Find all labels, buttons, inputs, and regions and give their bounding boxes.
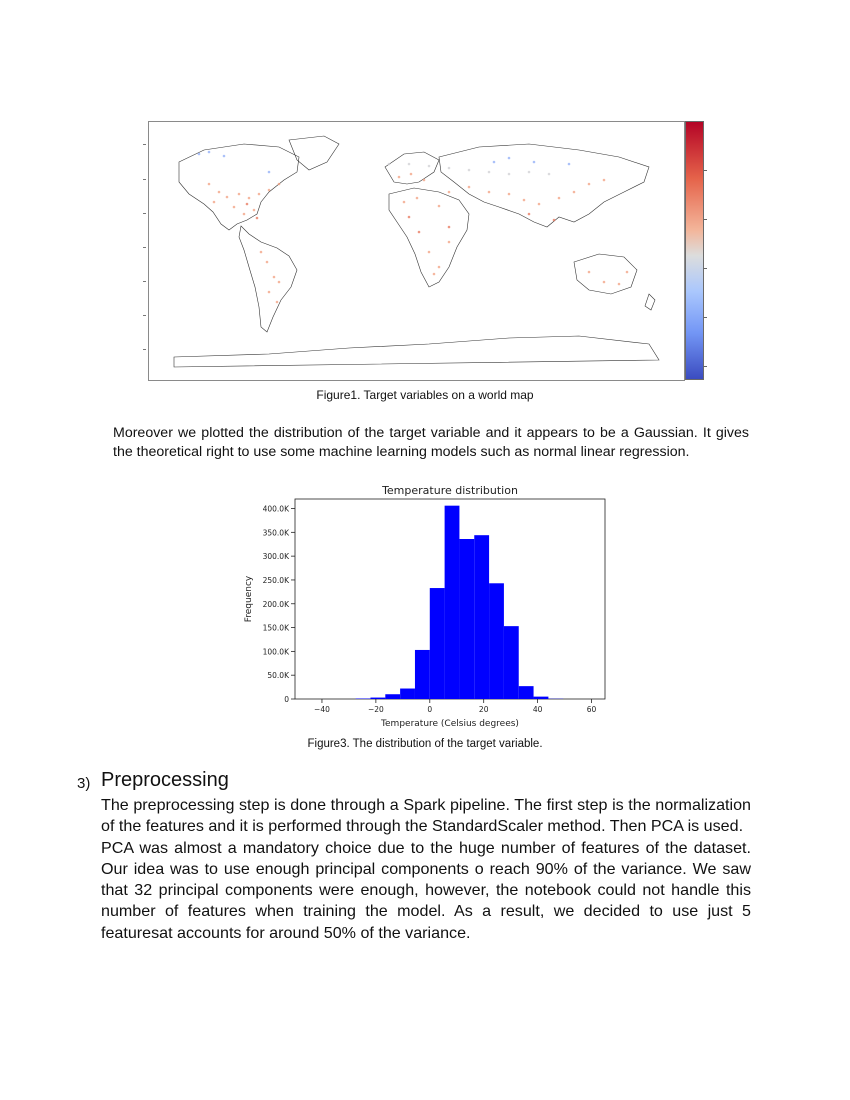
map-y-tick [143,144,146,145]
x-tick-label: 60 [587,705,597,714]
continent-antarctica [173,335,660,368]
x-axis-ticks: −40 −20 0 20 40 60 [314,699,597,714]
x-tick-label: 0 [427,705,432,714]
colorbar-tick [703,268,707,269]
continent-north-america [178,143,300,231]
y-tick-label: 300.0K [263,552,290,561]
y-tick-label: 100.0K [263,647,290,656]
x-tick-label: 40 [533,705,543,714]
histogram-bars [355,505,564,699]
section-paragraph-2: PCA was almost a mandatory choice due to… [101,838,751,942]
y-tick-label: 350.0K [263,528,290,537]
landmass-greenland [288,135,340,171]
y-tick-label: 50.0K [267,671,290,680]
continent-australia [573,253,638,295]
map-y-tick [143,247,146,248]
x-tick-label: 20 [479,705,489,714]
y-tick-label: 200.0K [263,600,290,609]
colorbar-tick [703,317,707,318]
x-axis-label: Temperature (Celsius degrees) [380,719,519,729]
world-map-plot [173,135,660,368]
histogram-bar [518,686,534,699]
continent-africa [388,187,470,288]
y-tick-label: 150.0K [263,624,290,633]
section-number: 3) [77,775,91,792]
y-tick-label: 250.0K [263,576,290,585]
histogram-bar [489,583,504,699]
histogram-bar [503,626,519,699]
continent-south-america [238,225,298,333]
map-y-tick [143,281,146,282]
y-axis-label: Frequency [244,575,254,622]
histogram-bar [474,535,490,699]
map-y-tick [143,179,146,180]
chart-title: Temperature distribution [381,484,518,497]
histogram-bar [414,649,430,699]
colorbar [685,121,704,380]
continent-asia [438,143,650,228]
section-paragraph-1: The preprocessing step is done through a… [101,796,751,836]
histogram-bar [429,588,445,699]
y-tick-label: 0 [284,695,289,704]
section-body: The preprocessing step is done through a… [101,795,751,944]
landmass-new-zealand [644,293,656,311]
x-tick-label: −40 [314,705,330,714]
histogram-bar [400,688,415,699]
y-tick-label: 400.0K [263,505,290,514]
section-title: Preprocessing [101,769,229,791]
y-axis-ticks: 0 50.0K 100.0K 150.0K 200.0K 250.0K 300.0K 350.… [263,505,295,704]
x-tick-label: −20 [368,705,384,714]
world-map-figure [143,121,685,381]
colorbar-tick [703,219,707,220]
map-y-tick [143,349,146,350]
map-y-tick [143,213,146,214]
temperature-histogram: Temperature distribution 0 50.0K 100.0K 150… [244,484,606,729]
histogram-bar [385,694,401,699]
body-paragraph: Moreover we plotted the distribution of … [113,425,749,460]
colorbar-tick [703,366,707,367]
histogram-bar [459,539,475,699]
histogram-bar [533,696,549,699]
map-y-tick [143,315,146,316]
temperature-points [197,150,629,304]
colorbar-tick [703,170,707,171]
figure1-caption: Figure1. Target variables on a world map [316,388,534,402]
histogram-bar [444,505,460,699]
figure3-caption: Figure3. The distribution of the target … [307,738,543,750]
continent-europe [384,151,440,185]
histogram-bar [370,697,386,699]
